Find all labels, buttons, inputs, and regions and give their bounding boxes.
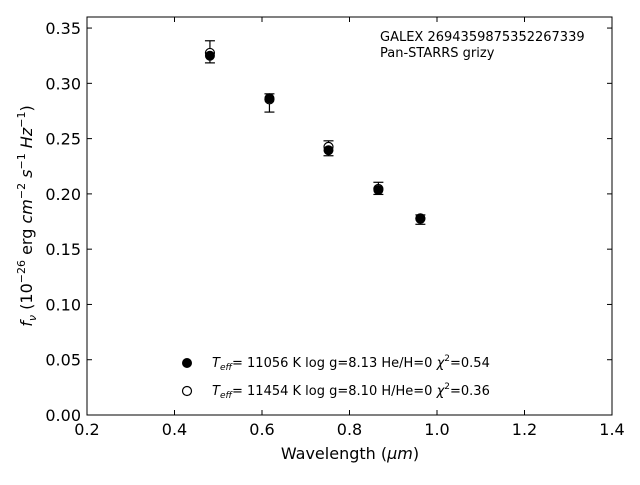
y-tick-label: 0.10 xyxy=(45,295,81,314)
legend-entry-1: Teff= 11056 K log g=8.13 He/H=0 χ2=0.54 xyxy=(212,354,490,373)
y-tick-label: 0.05 xyxy=(45,351,81,370)
y-tick-label: 0.00 xyxy=(45,406,81,425)
legend-entry-2: Teff= 11454 K log g=8.10 H/He=0 χ2=0.36 xyxy=(212,382,490,401)
y-axis-ticks: 0.00 0.05 0.10 0.15 0.20 0.25 0.30 0.35 xyxy=(45,19,612,425)
x-tick-label: 0.2 xyxy=(74,420,99,439)
filled-circle-point xyxy=(323,145,334,156)
x-tick-label: 1.4 xyxy=(599,420,624,439)
filled-circle-point xyxy=(204,50,215,61)
x-tick-label: 0.8 xyxy=(337,420,362,439)
y-tick-label: 0.30 xyxy=(45,74,81,93)
annotation-line-1: GALEX 2694359875352267339 xyxy=(380,30,585,45)
legend-marker-filled xyxy=(182,358,192,368)
data-points xyxy=(204,47,426,224)
legend-marker-open xyxy=(181,385,193,397)
filled-circle-point xyxy=(264,93,275,104)
x-tick-label: 1.0 xyxy=(424,420,449,439)
x-axis-ticks: 0.2 0.4 0.6 0.8 1.0 1.2 1.4 xyxy=(74,17,625,439)
filled-circle-point xyxy=(415,213,426,224)
y-tick-label: 0.25 xyxy=(45,130,81,149)
y-tick-label: 0.35 xyxy=(45,19,81,38)
x-tick-label: 1.2 xyxy=(512,420,537,439)
x-axis-label: Wavelength (μm) xyxy=(281,444,419,463)
x-tick-label: 0.4 xyxy=(162,420,187,439)
error-bars xyxy=(204,40,426,225)
y-tick-label: 0.15 xyxy=(45,240,81,259)
y-axis-label: fν (10−26 erg cm−2 s−1 Hz−1) xyxy=(15,105,39,326)
y-tick-label: 0.20 xyxy=(45,185,81,204)
annotation-line-2: Pan-STARRS grizy xyxy=(380,46,495,61)
x-tick-label: 0.6 xyxy=(249,420,274,439)
filled-circle-point xyxy=(373,185,384,196)
